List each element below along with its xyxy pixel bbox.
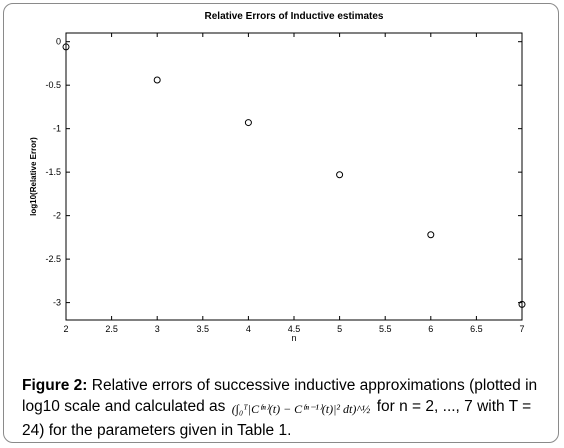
data-point: [336, 171, 344, 179]
y-tick-label: -0.5: [45, 80, 61, 90]
y-tick-label: -2.5: [45, 254, 61, 264]
figure-caption: Figure 2: Relative errors of successive …: [22, 375, 550, 441]
x-tick-label: 4: [246, 324, 251, 334]
x-tick-label: 4.5: [288, 324, 301, 334]
y-tick-label: 0: [56, 37, 61, 47]
chart-title: Relative Errors of Inductive estimates: [204, 11, 384, 22]
x-tick-label: 6: [428, 324, 433, 334]
x-axis-label: n: [291, 333, 296, 343]
x-tick-label: 5.5: [379, 324, 392, 334]
caption-label: Figure 2:: [22, 377, 88, 394]
y-tick-label: -2: [53, 211, 61, 221]
x-tick-label: 2: [63, 324, 68, 334]
plot-area-box: [65, 32, 523, 321]
data-point: [427, 231, 435, 239]
figure-frame: [3, 3, 559, 443]
x-tick-label: 3: [155, 324, 160, 334]
data-point: [244, 119, 252, 127]
data-point: [153, 76, 161, 84]
data-point: [62, 43, 70, 51]
y-tick-label: -3: [53, 298, 61, 308]
x-tick-label: 7: [519, 324, 524, 334]
caption-formula: (∫₀ᵀ|C⁽ⁿ⁾(t) − C⁽ⁿ⁻¹⁾(t)|² dt)^½: [231, 402, 371, 416]
y-tick-label: -1: [53, 124, 61, 134]
x-tick-label: 5: [337, 324, 342, 334]
y-axis-label: log10(Relative Error): [29, 137, 38, 216]
y-tick-label: -1.5: [45, 167, 61, 177]
caption-text-after: for n = 2, ..., 7 with T = 24) for the p…: [22, 398, 532, 439]
x-tick-label: 6.5: [470, 324, 483, 334]
x-tick-label: 2.5: [105, 324, 118, 334]
x-tick-label: 3.5: [197, 324, 210, 334]
caption-text-before: Relative errors of successive inductive …: [22, 377, 538, 415]
data-point: [518, 300, 526, 308]
